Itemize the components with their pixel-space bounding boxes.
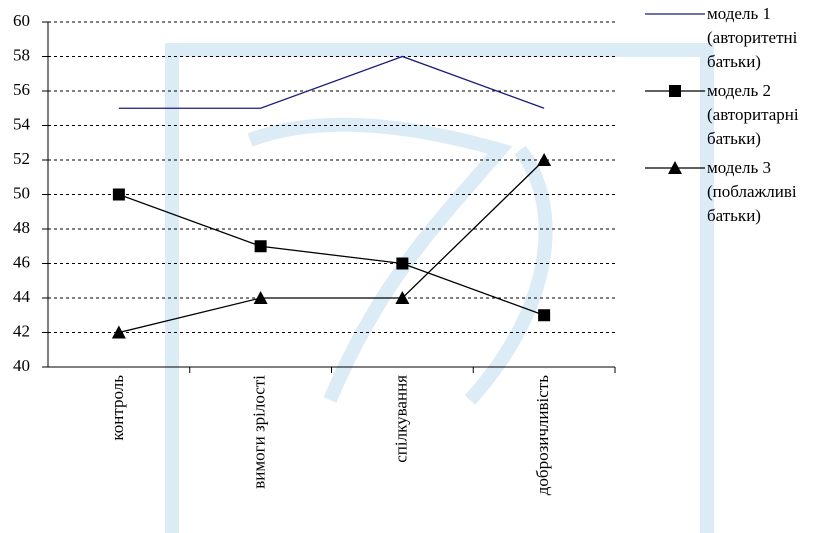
series-line [118, 159, 545, 334]
point-marker [112, 188, 125, 201]
x-tick-label: доброзичливість [533, 375, 552, 495]
legend-label: модель 3 (поблажливі батьки) [707, 158, 797, 225]
x-tick-label: вимоги зрілості [250, 375, 269, 489]
y-tick-label: 52 [13, 149, 30, 168]
legend-marker [669, 85, 681, 97]
point-marker [537, 153, 552, 166]
point-marker [253, 291, 268, 304]
legend-marker [668, 161, 682, 174]
y-tick-label: 46 [13, 252, 30, 271]
y-tick-label: 40 [13, 356, 30, 375]
y-tick-label: 58 [13, 45, 30, 64]
y-tick-label: 50 [13, 183, 30, 202]
y-tick-label: 54 [13, 114, 31, 133]
y-tick-label: 60 [13, 11, 30, 30]
point-marker [395, 291, 410, 304]
series-line [118, 193, 545, 316]
legend-label: модель 2 (авторитарні батьки) [707, 81, 799, 148]
x-tick-label: спілкування [391, 375, 410, 463]
y-tick-label: 42 [13, 321, 30, 340]
x-tick-label: контроль [108, 375, 127, 441]
y-tick-label: 48 [13, 218, 30, 237]
point-marker [396, 257, 409, 270]
series-line [118, 55, 545, 109]
y-tick-label: 44 [13, 287, 31, 306]
point-marker [254, 240, 267, 253]
legend-label: модель 1 (авторитетні батьки) [707, 4, 798, 71]
point-marker [538, 309, 551, 322]
y-tick-label: 56 [13, 80, 30, 99]
watermark [165, 43, 714, 533]
point-marker [111, 325, 126, 339]
